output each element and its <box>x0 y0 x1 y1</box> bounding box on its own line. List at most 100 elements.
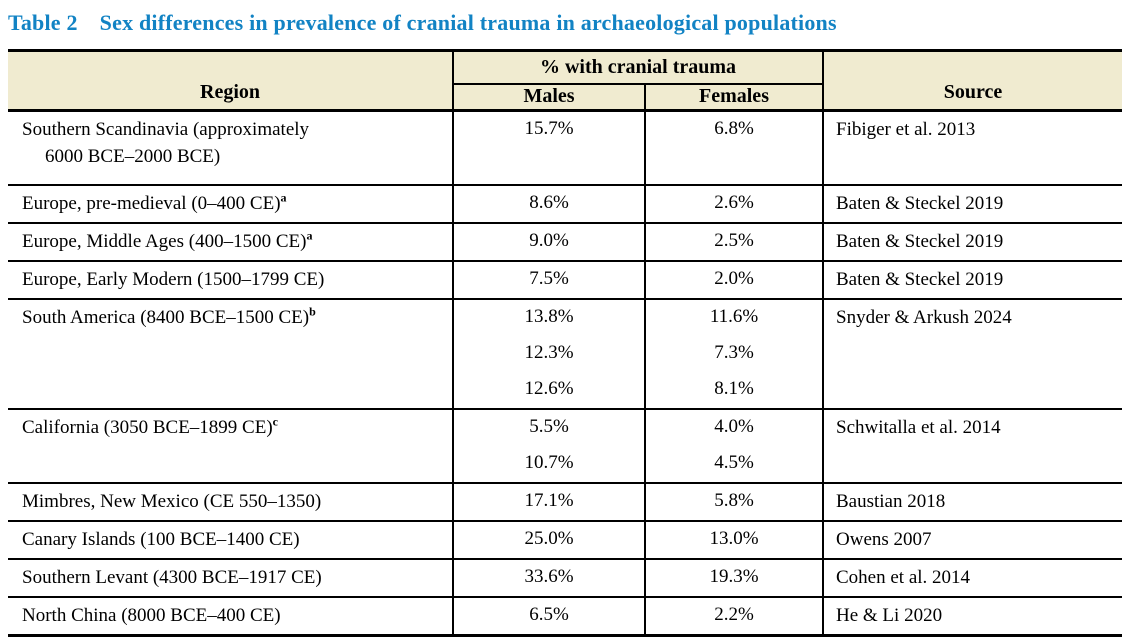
region-line-1: Europe, Early Modern (1500–1799 CE) <box>22 268 325 290</box>
region-text: Mimbres, New Mexico (CE 550–1350) <box>22 488 446 515</box>
males-value: 15.7% <box>524 118 574 139</box>
females-value: 2.2% <box>714 603 754 625</box>
males-value: 25.0% <box>524 527 574 549</box>
table-row-south-america: South America (8400 BCE–1500 CE)b 13.8% … <box>8 297 1122 410</box>
region-text: North China (8000 BCE–400 CE) <box>22 602 446 629</box>
column-header-source: Source <box>823 49 1122 112</box>
region-line-1: Southern Levant (4300 BCE–1917 CE) <box>22 566 322 588</box>
females-value: 2.0% <box>714 267 754 289</box>
males-cell: 8.6% <box>453 183 646 224</box>
column-header-females: Females <box>645 82 824 112</box>
region-line-1: Canary Islands (100 BCE–1400 CE) <box>22 528 300 550</box>
table-row-california: California (3050 BCE–1899 CE)c 5.5% 10.7… <box>8 407 1122 484</box>
table-caption: Sex differences in prevalence of cranial… <box>99 10 837 35</box>
region-cell: Southern Scandinavia (approximately 6000… <box>8 109 454 186</box>
footnote-marker: a <box>280 190 287 205</box>
source-cell: Owens 2007 <box>823 519 1122 560</box>
region-text: Europe, Middle Ages (400–1500 CE)a <box>22 228 446 255</box>
region-cell: South America (8400 BCE–1500 CE)b <box>8 297 454 410</box>
males-value: 13.8% <box>524 305 574 327</box>
region-line-1: North China (8000 BCE–400 CE) <box>22 604 281 626</box>
region-line-1: California (3050 BCE–1899 CE) <box>22 416 273 438</box>
table-body: Southern Scandinavia (approximately 6000… <box>8 109 1122 637</box>
region-cell: California (3050 BCE–1899 CE)c <box>8 407 454 484</box>
data-table: Region % with cranial trauma Source Male… <box>8 49 1122 637</box>
region-line-1: Southern Scandinavia (approximately <box>22 119 310 140</box>
females-value: 19.3% <box>709 565 759 587</box>
table-row-mimbres-new-mexico: Mimbres, New Mexico (CE 550–1350) 17.1% … <box>8 481 1122 522</box>
males-cell: 15.7% <box>453 109 646 186</box>
females-value: 2.5% <box>714 229 754 251</box>
males-cell: 9.0% <box>453 221 646 262</box>
females-value: 11.6% <box>709 305 759 327</box>
region-line-1: Mimbres, New Mexico (CE 550–1350) <box>22 490 322 512</box>
source-cell: Baten & Steckel 2019 <box>823 259 1122 300</box>
table-row-southern-levant: Southern Levant (4300 BCE–1917 CE) 33.6%… <box>8 557 1122 598</box>
females-cell: 13.0% <box>645 519 824 560</box>
females-value: 7.3% <box>714 341 754 363</box>
region-text: Southern Levant (4300 BCE–1917 CE) <box>22 564 446 591</box>
source-cell: Baten & Steckel 2019 <box>823 221 1122 262</box>
males-value: 12.3% <box>524 341 574 363</box>
region-cell: Europe, pre-medieval (0–400 CE)a <box>8 183 454 224</box>
table-title: Table 2 Sex differences in prevalence of … <box>8 10 1122 36</box>
males-value: 5.5% <box>529 415 569 437</box>
table-row-southern-scandinavia: Southern Scandinavia (approximately 6000… <box>8 109 1122 186</box>
column-header-region: Region <box>8 49 454 112</box>
header-row-sex: Males Females <box>8 82 1122 112</box>
region-cell: Canary Islands (100 BCE–1400 CE) <box>8 519 454 560</box>
region-cell: Europe, Middle Ages (400–1500 CE)a <box>8 221 454 262</box>
females-cell: 6.8% <box>645 109 824 186</box>
females-cell: 5.8% <box>645 481 824 522</box>
region-text: Europe, pre-medieval (0–400 CE)a <box>22 190 446 217</box>
region-text: South America (8400 BCE–1500 CE)b <box>22 304 446 331</box>
females-cell: 2.5% <box>645 221 824 262</box>
source-cell: Baten & Steckel 2019 <box>823 183 1122 224</box>
region-line-1: Europe, pre-medieval (0–400 CE) <box>22 192 281 214</box>
table-number: Table 2 <box>8 10 78 35</box>
footnote-marker: c <box>272 414 278 429</box>
region-line-2: 6000 BCE–2000 BCE) <box>45 146 221 167</box>
source-cell: Cohen et al. 2014 <box>823 557 1122 598</box>
males-cell: 33.6% <box>453 557 646 598</box>
females-value: 2.6% <box>714 191 754 213</box>
column-header-cranial-trauma-group: % with cranial trauma <box>453 49 824 85</box>
footnote-marker: a <box>306 228 313 243</box>
males-value: 8.6% <box>529 191 569 213</box>
males-value: 33.6% <box>524 565 574 587</box>
table-header: Region % with cranial trauma Source Male… <box>8 49 1122 112</box>
region-line-1: Europe, Middle Ages (400–1500 CE) <box>22 230 307 252</box>
region-text: Canary Islands (100 BCE–1400 CE) <box>22 526 446 553</box>
females-cell: 2.0% <box>645 259 824 300</box>
footnote-marker: b <box>309 304 316 319</box>
region-cell: North China (8000 BCE–400 CE) <box>8 595 454 637</box>
source-cell: He & Li 2020 <box>823 595 1122 637</box>
table-row-europe-early-modern: Europe, Early Modern (1500–1799 CE) 7.5%… <box>8 259 1122 300</box>
region-text: Europe, Early Modern (1500–1799 CE) <box>22 266 446 293</box>
males-value: 7.5% <box>529 267 569 289</box>
source-cell: Schwitalla et al. 2014 <box>823 407 1122 484</box>
males-value: 6.5% <box>529 603 569 625</box>
source-cell: Snyder & Arkush 2024 <box>823 297 1122 410</box>
males-value: 9.0% <box>529 229 569 251</box>
region-cell: Mimbres, New Mexico (CE 550–1350) <box>8 481 454 522</box>
females-value: 6.8% <box>714 118 754 139</box>
table-row-north-china: North China (8000 BCE–400 CE) 6.5% 2.2% … <box>8 595 1122 637</box>
females-value: 4.0% <box>714 415 754 437</box>
females-cell: 2.2% <box>645 595 824 637</box>
females-value: 5.8% <box>714 489 754 511</box>
region-cell: Southern Levant (4300 BCE–1917 CE) <box>8 557 454 598</box>
region-text: California (3050 BCE–1899 CE)c <box>22 414 446 441</box>
source-cell: Baustian 2018 <box>823 481 1122 522</box>
females-value: 4.5% <box>714 451 754 473</box>
region-cell: Europe, Early Modern (1500–1799 CE) <box>8 259 454 300</box>
males-value: 12.6% <box>524 377 574 399</box>
males-cell: 25.0% <box>453 519 646 560</box>
males-value: 17.1% <box>524 489 574 511</box>
males-value: 10.7% <box>524 451 574 473</box>
females-value: 8.1% <box>714 377 754 399</box>
females-value: 13.0% <box>709 527 759 549</box>
males-cell: 17.1% <box>453 481 646 522</box>
header-row-group: Region % with cranial trauma Source <box>8 49 1122 112</box>
